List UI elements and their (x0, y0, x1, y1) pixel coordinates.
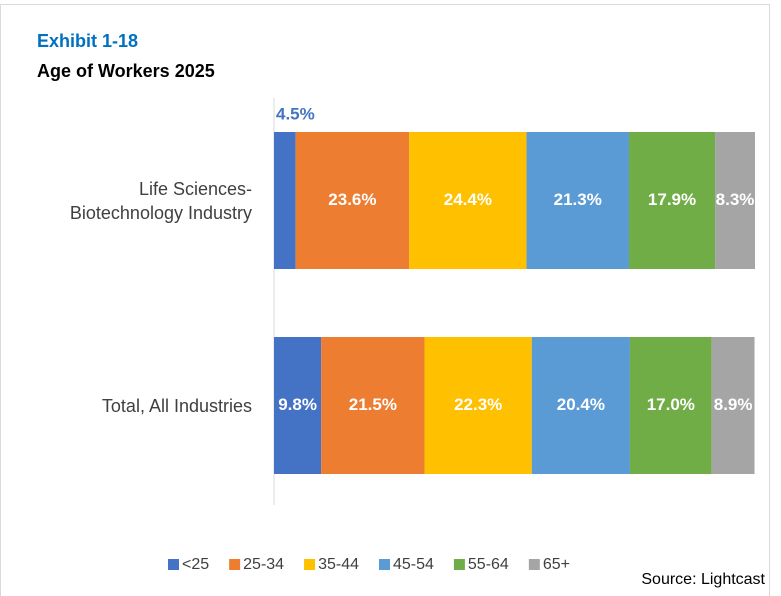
bar-segment (274, 337, 322, 474)
legend-swatch (378, 559, 390, 570)
chart-subtitle: Age of Workers 2025 (37, 61, 215, 81)
legend-swatch (528, 559, 540, 570)
legend-label: 65+ (543, 556, 570, 573)
legend-swatch (168, 559, 179, 570)
data-label: 22.3% (454, 395, 502, 414)
legend-label: <25 (182, 556, 209, 573)
bar-segment (531, 337, 630, 474)
legend-label: 45-54 (393, 556, 434, 573)
category-label: Total, All Industries (101, 395, 252, 416)
legend-swatch (304, 559, 316, 570)
chart-frame (0, 4, 770, 596)
data-label: 17.0% (647, 395, 695, 414)
data-label: 21.3% (554, 190, 602, 209)
data-label: 9.8% (278, 395, 317, 414)
bar-segment (629, 337, 712, 474)
legend-label: 35-44 (318, 556, 359, 573)
data-label: 23.6% (328, 190, 376, 209)
bar-segment (424, 337, 532, 474)
bar-segment (274, 132, 296, 269)
data-label: 24.4% (444, 190, 492, 209)
category-label: Life Sciences- Biotechnology Industry (69, 178, 252, 223)
chart-title: Exhibit 1-18 (37, 31, 138, 51)
data-label: 17.9% (648, 190, 696, 209)
bar-segment (711, 337, 755, 474)
legend-swatch (229, 559, 241, 570)
bar-segment (526, 132, 629, 269)
data-label: 8.9% (714, 395, 753, 414)
legend-label: 25-34 (243, 556, 284, 573)
data-label: 20.4% (557, 395, 605, 414)
bar-segment (295, 132, 410, 269)
bar-segment (321, 337, 425, 474)
bar-segment (628, 132, 716, 269)
data-label: 4.5% (276, 104, 315, 123)
bar-segment (715, 132, 755, 269)
data-label: 21.5% (349, 395, 397, 414)
data-label: 8.3% (716, 190, 755, 209)
legend-swatch (453, 559, 465, 570)
source-note: Source: Lightcast (641, 571, 765, 588)
bar-segment (409, 132, 527, 269)
legend-label: 55-64 (468, 556, 509, 573)
